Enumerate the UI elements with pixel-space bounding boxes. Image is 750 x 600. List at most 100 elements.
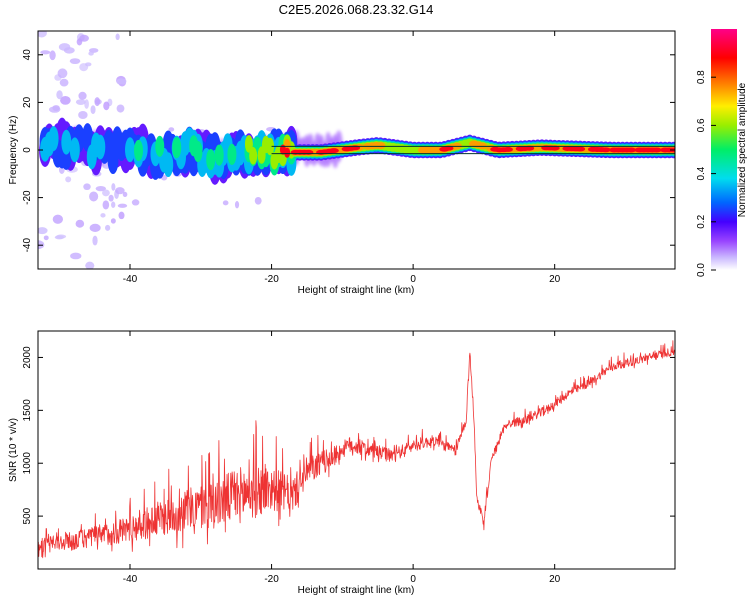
spectrogram-x-label: Height of straight line (km) [298,285,415,296]
spectrogram-y-tick-label: -40 [22,238,33,253]
spectrogram-noise [108,194,114,202]
spectrogram-noise [49,50,56,61]
spectrogram-noise [103,101,110,111]
spectrogram-noise [254,196,262,205]
spectrogram-noise [168,127,175,132]
spectrogram-noise [60,96,71,105]
spectrogram-noise [117,203,128,208]
spectrogram-heat [38,31,675,269]
spectrogram-noise [122,191,128,197]
spectrogram-noise [89,223,101,233]
spectrogram-noise [100,213,106,218]
snr-x-ticks: -40 -20 0 20 [123,331,561,585]
spectrogram-noise [85,261,95,269]
spectrogram-noise [102,200,110,210]
spectrogram-band [244,135,253,153]
spectrogram-band [443,145,454,151]
spectrogram-band [328,148,339,154]
spectrogram-band [82,123,94,152]
spectrogram-band [375,142,386,150]
colorbar-tick-label: 0.4 [696,166,707,180]
spectrogram-noise [88,51,94,56]
spectrogram-noise [38,31,47,38]
snr-y-ticks: 500 1000 1500 2000 [22,346,675,524]
spectrogram-noise [115,33,120,41]
spectrogram-x-tick-label: 0 [410,274,416,285]
spectrogram-band [502,146,513,152]
spectrogram-band [48,126,59,151]
spectrogram-band [95,134,106,160]
spectrogram-noise [95,186,106,192]
spectrogram-noise [89,191,99,202]
spectrogram-noise [118,211,125,220]
colorbar-gradient [711,29,737,270]
spectrogram-band [249,147,258,165]
snr-frame [37,330,676,570]
snr-y-tick-label: 2000 [22,346,33,369]
spectrogram-noise [69,58,81,65]
spectrogram-noise [70,252,82,260]
spectrogram-band [69,137,80,163]
spectrogram-noise [75,219,85,228]
spectrogram-noise [116,104,125,113]
spectrogram-band [626,147,637,153]
spectrogram-noise [52,214,64,224]
spectrogram-noise [58,43,71,51]
colorbar: 0.0 0.2 0.4 0.6 0.8 Normalized spectral ampl… [696,29,748,277]
spectrogram-band [575,146,586,152]
spectrogram-band [284,147,291,158]
spectrogram-noise [94,97,101,107]
spectrogram-band [61,129,72,155]
snr-x-tick-label: 0 [410,574,416,585]
colorbar-tick-label: 0.2 [696,214,707,228]
spectrogram-noise [79,34,89,42]
spectrogram-x-tick-label: 20 [549,274,561,285]
spectrogram-noise [111,201,116,208]
snr-x-tick-label: -40 [123,574,138,585]
spectrogram-y-tick-label: 40 [22,49,33,61]
spectrogram-band [214,144,224,166]
spectrogram-y-ticks: -40 -20 0 20 40 [22,49,675,253]
snr-x-label: Height of straight line (km) [298,585,415,596]
spectrogram-band [193,140,203,163]
spectrogram-band [600,147,611,153]
spectrogram-noise [104,224,111,231]
snr-y-tick-label: 500 [22,507,33,524]
spectrogram-band [524,145,535,151]
colorbar-ticks: 0.0 0.2 0.4 0.6 0.8 [696,70,716,277]
spectrogram-noise [92,235,98,246]
spectrogram-x-tick-label: -40 [123,274,138,285]
colorbar-tick-label: 0.8 [696,70,707,84]
spectrogram-noise [75,99,86,105]
snr-y-tick-label: 1000 [22,452,33,475]
spectrogram-band [206,149,216,171]
snr-series-line [38,340,675,559]
colorbar-tick-label: 0.6 [696,118,707,132]
snr-y-label: SNR (10 * v/v) [8,418,19,482]
spectrogram-noise [102,189,110,197]
spectrogram-noise [38,227,48,235]
spectrogram-noise [55,234,67,239]
spectrogram-band [163,152,174,178]
spectrogram-noise [38,240,45,250]
spectrogram-noise [90,105,96,114]
spectrogram-noise [57,68,68,79]
spectrogram-y-tick-label: 0 [22,147,33,153]
spectrogram-noise [65,176,72,183]
spectrogram-y-label: Frequency (Hz) [8,116,19,185]
spectrogram-noise [78,110,88,120]
snr-x-tick-label: 20 [549,574,561,585]
snr-panel: -40 -20 0 20 500 1000 1500 2000 Height of stra… [8,330,676,596]
spectrogram-noise [111,183,116,191]
spectrogram-band [266,137,275,156]
spectrogram-noise [56,90,63,100]
spectrogram-noise [116,78,127,85]
spectrogram-noise [43,235,49,241]
spectrogram-y-tick-label: 20 [22,96,33,108]
spectrogram-band [651,147,662,153]
spectrogram-noise [59,78,69,87]
colorbar-tick-label: 0.0 [696,263,707,277]
spectrogram-noise [234,201,240,209]
spectrogram-band [303,149,314,155]
